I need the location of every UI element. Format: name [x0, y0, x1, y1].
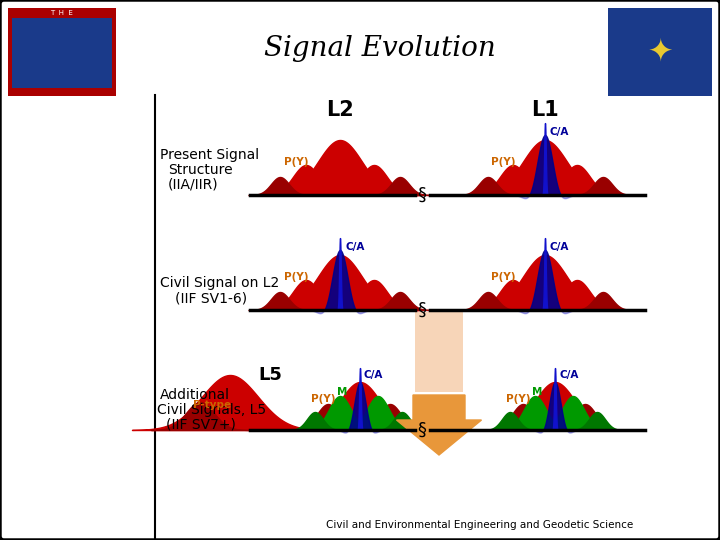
Text: ✦: ✦	[647, 37, 672, 66]
Text: L2: L2	[326, 100, 354, 120]
Text: P(Y): P(Y)	[284, 157, 308, 167]
Text: T  H  E: T H E	[50, 10, 73, 16]
Text: Present Signal: Present Signal	[160, 148, 259, 162]
Text: (IIA/IIR): (IIA/IIR)	[168, 178, 219, 192]
Text: L5: L5	[258, 366, 282, 384]
Text: Civil and Environmental Engineering and Geodetic Science: Civil and Environmental Engineering and …	[326, 520, 634, 530]
Text: P(Y): P(Y)	[311, 394, 336, 404]
Bar	[415, 312, 463, 392]
Text: L1: L1	[531, 100, 559, 120]
Text: Civil Signals, L5: Civil Signals, L5	[157, 403, 266, 417]
Text: P(Y): P(Y)	[491, 272, 516, 282]
FancyBboxPatch shape	[8, 8, 116, 96]
Text: Structure: Structure	[168, 163, 233, 177]
Text: P(Y): P(Y)	[491, 157, 516, 167]
Text: C/A: C/A	[364, 370, 383, 380]
Text: (IIF SV7+): (IIF SV7+)	[166, 418, 236, 432]
FancyBboxPatch shape	[608, 8, 712, 96]
Text: C/A: C/A	[559, 370, 578, 380]
Text: C/A: C/A	[550, 242, 570, 252]
Text: C/A: C/A	[550, 127, 570, 137]
Text: P-type: P-type	[193, 400, 231, 410]
Text: Civil Signal on L2: Civil Signal on L2	[160, 276, 279, 290]
Text: §: §	[418, 301, 426, 319]
Text: P(Y): P(Y)	[505, 394, 530, 404]
Text: Additional: Additional	[160, 388, 230, 402]
FancyArrow shape	[397, 395, 482, 455]
Text: M: M	[532, 387, 542, 397]
Text: P(Y): P(Y)	[284, 272, 308, 282]
Text: Signal Evolution: Signal Evolution	[264, 35, 496, 62]
Text: §: §	[418, 186, 426, 204]
Text: (IIF SV1-6): (IIF SV1-6)	[175, 291, 247, 305]
Text: C/A: C/A	[345, 242, 364, 252]
FancyBboxPatch shape	[12, 18, 112, 88]
Text: §: §	[418, 421, 426, 439]
Text: M: M	[337, 387, 347, 397]
